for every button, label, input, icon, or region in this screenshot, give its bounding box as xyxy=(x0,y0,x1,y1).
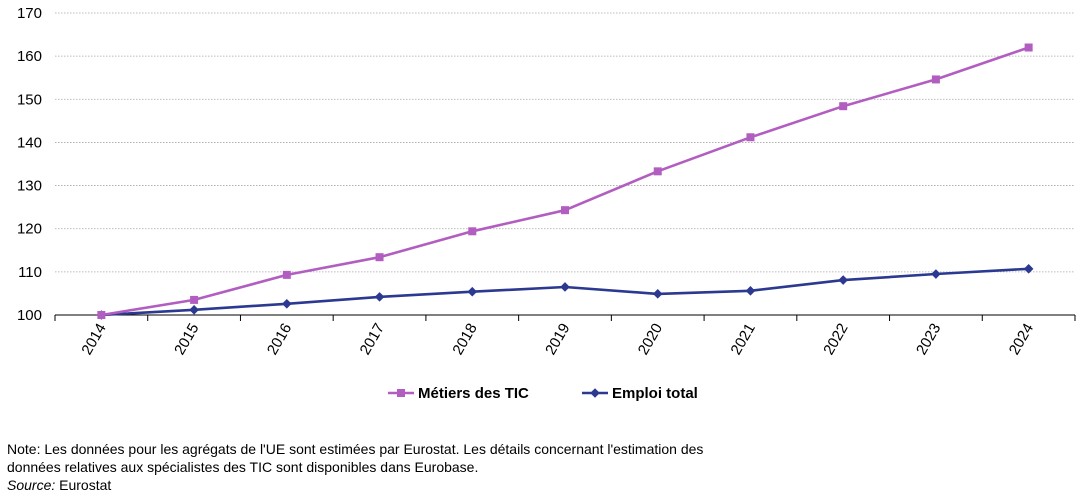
emploi-total-point-2022 xyxy=(838,275,848,285)
legend-item-emploi-total: Emploi total xyxy=(582,385,698,402)
x-tick-label-2015: 2015 xyxy=(171,321,202,358)
emploi-total-point-2020 xyxy=(652,289,663,299)
metiers-des-tic-point-2017 xyxy=(375,253,384,262)
legend-item-metiers-des-tic: Métiers des TIC xyxy=(388,385,529,402)
x-tick-label-2024: 2024 xyxy=(1006,321,1037,358)
legend: Métiers des TIC Emploi total xyxy=(388,385,698,402)
x-tick-label-2019: 2019 xyxy=(542,321,573,358)
y-tick-label-110: 110 xyxy=(18,264,42,281)
legend-label: Emploi total xyxy=(612,385,698,402)
axes xyxy=(54,314,1076,321)
y-tick-label-130: 130 xyxy=(17,178,42,195)
x-tick-label-2018: 2018 xyxy=(449,321,480,358)
emploi-total-point-2015 xyxy=(189,305,199,315)
y-tick-label-170: 170 xyxy=(17,5,42,22)
note-line-1: Note: Les données pour les agrégats de l… xyxy=(7,441,704,457)
x-tick-label-2021: 2021 xyxy=(728,321,759,358)
y-tick-label-140: 140 xyxy=(17,134,42,151)
emploi-total-point-2021 xyxy=(745,286,756,296)
x-tick-label-2017: 2017 xyxy=(357,321,388,358)
metiers-des-tic-line xyxy=(101,46,1030,317)
emploi-total-point-2017 xyxy=(374,292,385,302)
note-line-2: données relatives aux spécialistes des T… xyxy=(7,459,479,475)
emploi-total-point-2019 xyxy=(560,282,570,292)
grid-lines xyxy=(55,12,1075,273)
metiers-des-tic-point-2016 xyxy=(282,270,291,279)
y-tick-label-120: 120 xyxy=(17,221,42,238)
series-lines xyxy=(96,43,1034,320)
y-tick-label-150: 150 xyxy=(17,91,42,108)
source-label: Source: xyxy=(7,477,56,493)
metiers-des-tic-point-2019 xyxy=(561,206,569,215)
metiers-des-tic-point-2022 xyxy=(839,102,848,111)
x-tick-label-2020: 2020 xyxy=(635,321,666,358)
emploi-total-point-2023 xyxy=(931,269,941,279)
emploi-total-point-2018 xyxy=(467,286,478,297)
y-tick-label-160: 160 xyxy=(17,48,42,65)
metiers-des-tic-point-2018 xyxy=(468,227,477,236)
metiers-des-tic-point-2014 xyxy=(97,311,106,319)
series-emploi-total xyxy=(96,264,1034,320)
chart-notes: Note: Les données pour les agrégats de l… xyxy=(7,440,1067,494)
y-tick-label-100: 100 xyxy=(17,307,42,324)
x-tick-label-2016: 2016 xyxy=(264,321,295,358)
legend-label: Métiers des TIC xyxy=(418,385,529,402)
emploi-total-point-2024 xyxy=(1023,264,1034,274)
emploi-total-point-2016 xyxy=(282,298,292,309)
x-tick-label-2022: 2022 xyxy=(820,321,851,358)
metiers-des-tic-point-2024 xyxy=(1024,43,1033,52)
series-metiers-des-tic xyxy=(97,43,1033,319)
source-line: Source: Eurostat xyxy=(7,476,1067,494)
x-tick-label-2014: 2014 xyxy=(78,321,109,358)
y-axis-ticks: 100 110 120 130 140 150 160 170 xyxy=(17,5,42,324)
metiers-des-tic-point-2021 xyxy=(746,133,755,142)
metiers-des-tic-point-2023 xyxy=(931,75,940,84)
source-value: Eurostat xyxy=(55,477,112,493)
metiers-des-tic-point-2020 xyxy=(653,167,662,176)
emploi-total-line xyxy=(101,267,1029,317)
legend-swatch-marker xyxy=(397,389,405,397)
x-axis-ticks: 2014 2015 2016 2017 2018 2019 2020 2021 2022 2023… xyxy=(78,321,1037,358)
x-tick-label-2023: 2023 xyxy=(913,321,944,358)
metiers-des-tic-point-2015 xyxy=(190,295,199,304)
legend-swatch-marker xyxy=(590,388,600,398)
